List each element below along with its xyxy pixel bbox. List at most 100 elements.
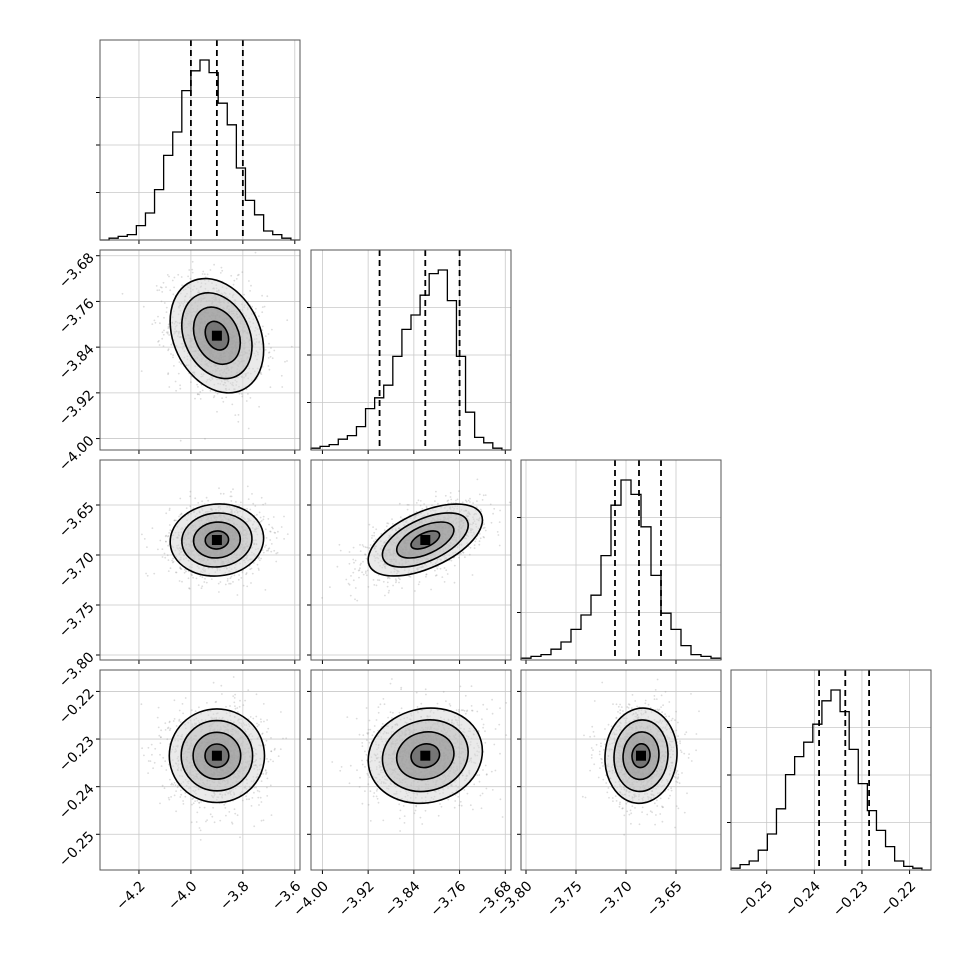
sample-point	[184, 795, 187, 798]
sample-point	[189, 505, 192, 508]
sample-point	[240, 501, 242, 504]
sample-point	[260, 780, 263, 783]
sample-point	[272, 527, 274, 530]
sample-point	[449, 496, 452, 498]
sample-point	[196, 393, 199, 396]
sample-point	[153, 761, 156, 764]
sample-point	[239, 699, 241, 702]
sample-point	[168, 798, 171, 801]
sample-point	[205, 496, 208, 499]
sample-point	[283, 515, 285, 518]
sample-point	[167, 796, 170, 799]
sample-point	[234, 707, 237, 710]
sample-point	[236, 274, 239, 277]
sample-point	[178, 580, 181, 582]
sample-point	[197, 502, 200, 504]
sample-point	[187, 275, 190, 278]
sample-point	[362, 545, 365, 548]
sample-point	[247, 498, 250, 500]
sample-point	[364, 553, 366, 556]
sample-point	[217, 582, 220, 585]
sample-point	[203, 273, 206, 276]
sample-point	[153, 319, 156, 322]
sample-point	[267, 357, 270, 359]
sample-point	[173, 286, 176, 289]
sample-point	[446, 500, 449, 502]
sample-point	[163, 316, 165, 319]
sample-point	[275, 537, 278, 539]
sample-point	[182, 803, 185, 805]
sample-point	[166, 274, 169, 276]
sample-point	[259, 796, 262, 799]
sample-point	[280, 374, 283, 377]
sample-point	[446, 573, 449, 575]
sample-point	[207, 499, 210, 502]
sample-point	[436, 567, 439, 570]
sample-point	[243, 293, 246, 296]
sample-point	[219, 819, 222, 822]
sample-point	[179, 439, 182, 442]
sample-point	[484, 529, 487, 532]
sample-point	[253, 825, 256, 828]
sample-point	[167, 331, 169, 334]
sample-point	[269, 539, 272, 541]
sample-point	[435, 490, 437, 493]
sample-point	[262, 819, 265, 822]
sample-point	[387, 522, 390, 525]
sample-point	[248, 280, 250, 282]
sample-point	[247, 689, 250, 691]
sample-point	[197, 386, 199, 388]
sample-point	[165, 286, 167, 289]
sample-point	[221, 397, 224, 399]
sample-point	[348, 551, 351, 553]
sample-point	[219, 492, 222, 495]
sample-point	[255, 307, 257, 310]
sample-point	[280, 526, 283, 528]
sample-point	[158, 340, 160, 342]
sample-point	[183, 571, 186, 574]
sample-point	[147, 772, 150, 774]
sample-point	[383, 529, 386, 531]
sample-point	[476, 500, 478, 502]
sample-point	[225, 396, 228, 399]
sample-point	[372, 526, 374, 528]
sample-point	[212, 681, 215, 684]
sample-point	[235, 501, 237, 503]
sample-point	[395, 581, 397, 584]
sample-point	[375, 528, 378, 531]
sample-point	[167, 325, 170, 328]
sample-point	[177, 372, 180, 375]
sample-point	[266, 719, 268, 721]
sample-point	[265, 739, 268, 742]
sample-point	[232, 676, 235, 678]
sample-point	[196, 811, 199, 814]
sample-point	[394, 578, 397, 580]
sample-point	[419, 504, 422, 507]
sample-point	[354, 559, 357, 562]
sample-point	[366, 569, 369, 572]
sample-point	[189, 495, 192, 498]
density-peak	[211, 330, 222, 341]
sample-point	[166, 535, 169, 538]
sample-point	[493, 507, 496, 510]
sample-point	[368, 547, 371, 549]
sample-point	[479, 537, 482, 540]
sample-point	[143, 754, 145, 757]
sample-point	[290, 345, 293, 348]
sample-point	[210, 578, 213, 580]
sample-point	[259, 371, 262, 374]
sample-point	[172, 720, 175, 722]
sample-point	[163, 302, 166, 304]
sample-point	[256, 722, 258, 725]
sample-point	[179, 497, 182, 500]
sample-point	[472, 502, 474, 504]
sample-point	[218, 487, 220, 490]
sample-point	[392, 584, 394, 587]
sample-point	[230, 495, 233, 498]
sample-point	[237, 414, 240, 416]
sample-point	[269, 355, 272, 358]
sample-point	[234, 705, 236, 707]
density-peak	[420, 535, 431, 545]
sample-point	[175, 810, 178, 813]
sample-point	[169, 727, 172, 730]
